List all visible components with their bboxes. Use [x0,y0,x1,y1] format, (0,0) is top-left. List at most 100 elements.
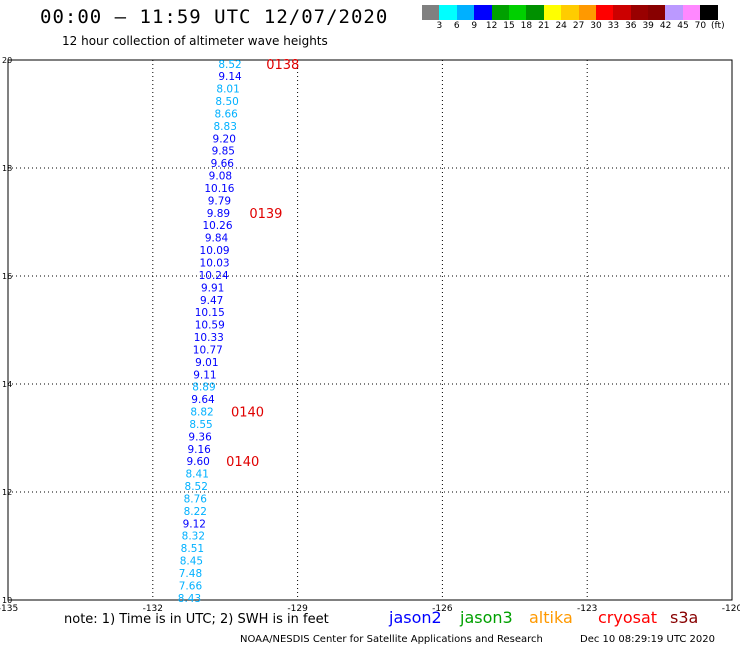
data-point-label: 9.16 [187,444,211,456]
credit-text: NOAA/NESDIS Center for Satellite Applica… [240,634,543,645]
legend-label: 18 [520,21,533,31]
data-point-label: 10.33 [194,332,224,344]
color-legend [422,5,718,20]
data-point-label: 10.03 [200,258,230,270]
legend-swatch [578,5,596,20]
data-point-label: 9.36 [188,431,212,443]
legend-swatch [613,5,631,20]
legend-label: 27 [572,21,585,31]
data-point-label: 8.22 [184,506,207,518]
legend-label: 30 [590,21,602,31]
data-point-label: 9.20 [213,133,236,145]
legend-swatch [508,5,527,20]
page-subtitle: 12 hour collection of altimeter wave hei… [62,34,328,48]
legend-label: 24 [555,21,567,31]
data-point-label: 8.89 [192,382,215,394]
y-tick-label: 12 [2,488,12,497]
data-point-label: 10.59 [195,320,225,332]
legend-swatch [648,5,666,20]
data-point-label: 10.26 [202,220,232,232]
legend-swatch [491,5,509,20]
data-point-label: 8.50 [215,96,238,108]
legend-swatch [665,5,683,20]
x-tick-label: -132 [143,604,163,614]
data-point-label: 8.82 [190,407,213,419]
data-point-label: 9.47 [200,295,223,307]
legend-label: 42 [659,21,672,31]
legend-swatch [561,5,579,20]
time-annotation: 0139 [249,207,282,222]
legend-label: 3 [436,21,443,31]
data-point-label: 9.64 [191,394,215,406]
legend-label: (ft) [711,21,725,31]
data-point-label: 8.01 [216,84,239,96]
legend-swatch [595,5,614,20]
data-point-label: 8.41 [186,469,209,481]
y-tick-label: 20 [2,56,12,65]
legend-swatch [543,5,562,20]
data-point-label: 9.85 [212,146,235,158]
x-tick-label: -120 [722,604,740,614]
data-point-label: 9.11 [193,369,216,381]
x-tick-label: -135 [0,604,18,614]
data-point-label: 9.91 [201,282,224,294]
data-point-label: 8.76 [184,493,208,505]
data-point-label: 9.79 [208,195,231,207]
legend-swatch [700,5,718,20]
legend-label: 9 [471,21,478,31]
page-title: 00:00 — 11:59 UTC 12/07/2020 [40,6,389,28]
data-point-label: 7.48 [179,568,202,580]
plot-frame [7,59,733,601]
data-point-label: 8.52 [218,59,241,71]
legend-swatch [422,5,440,20]
legend-swatch [630,5,649,20]
data-point-label: 10.09 [200,245,230,257]
satellite-jason2: jason2 [389,608,442,627]
legend-label: 15 [503,21,515,31]
data-point-label: 8.32 [182,531,205,543]
data-point-label: 9.14 [218,71,242,83]
x-tick-label: -126 [432,604,453,614]
data-point-label: 8.83 [214,121,237,133]
timestamp-text: Dec 10 08:29:19 UTC 2020 [580,634,715,645]
time-annotation: 0140 [226,455,259,470]
data-point-label: 10.24 [199,270,229,282]
time-annotation: 0138 [266,58,299,73]
data-point-label: 10.15 [195,307,225,319]
satellite-altika: altika [529,608,573,627]
legend-label: 33 [607,21,620,31]
legend-swatch [456,5,475,20]
data-point-label: 7.66 [179,580,203,592]
legend-label: 45 [677,21,689,31]
y-tick-label: 10 [2,596,12,605]
satellite-jason3: jason3 [460,608,513,627]
legend-label: 21 [538,21,550,31]
units-note: note: 1) Time is in UTC; 2) SWH is in fe… [64,612,329,627]
satellite-s3a: s3a [670,608,699,627]
x-tick-label: -129 [287,604,308,614]
data-point-label: 9.60 [186,456,209,468]
legend-swatch [526,5,544,20]
satellite-cryosat: cryosat [598,608,658,627]
data-point-label: 10.16 [204,183,234,195]
color-legend-labels: 3 6 9 12 15 18 21 24 27 30 33 36 39 42 45 70 (ft) [422,21,740,33]
y-tick-label: 18 [2,164,12,173]
data-point-label: 9.89 [207,208,230,220]
legend-label: 70 [694,21,707,31]
time-annotation: 0140 [231,406,264,421]
y-tick-label: 14 [2,380,12,389]
legend-label: 12 [485,21,498,31]
legend-swatch [682,5,701,20]
data-point-label: 8.55 [189,419,212,431]
data-point-label: 8.51 [181,543,204,555]
legend-swatch [474,5,492,20]
data-point-label: 9.08 [209,171,232,183]
x-tick-label: -123 [577,604,597,614]
y-tick-label: 16 [2,272,12,281]
data-point-label: 8.66 [214,108,238,120]
data-point-label: 8.43 [178,593,201,605]
legend-label: 36 [625,21,637,31]
legend-label: 39 [642,21,654,31]
data-point-label: 8.45 [180,556,203,568]
